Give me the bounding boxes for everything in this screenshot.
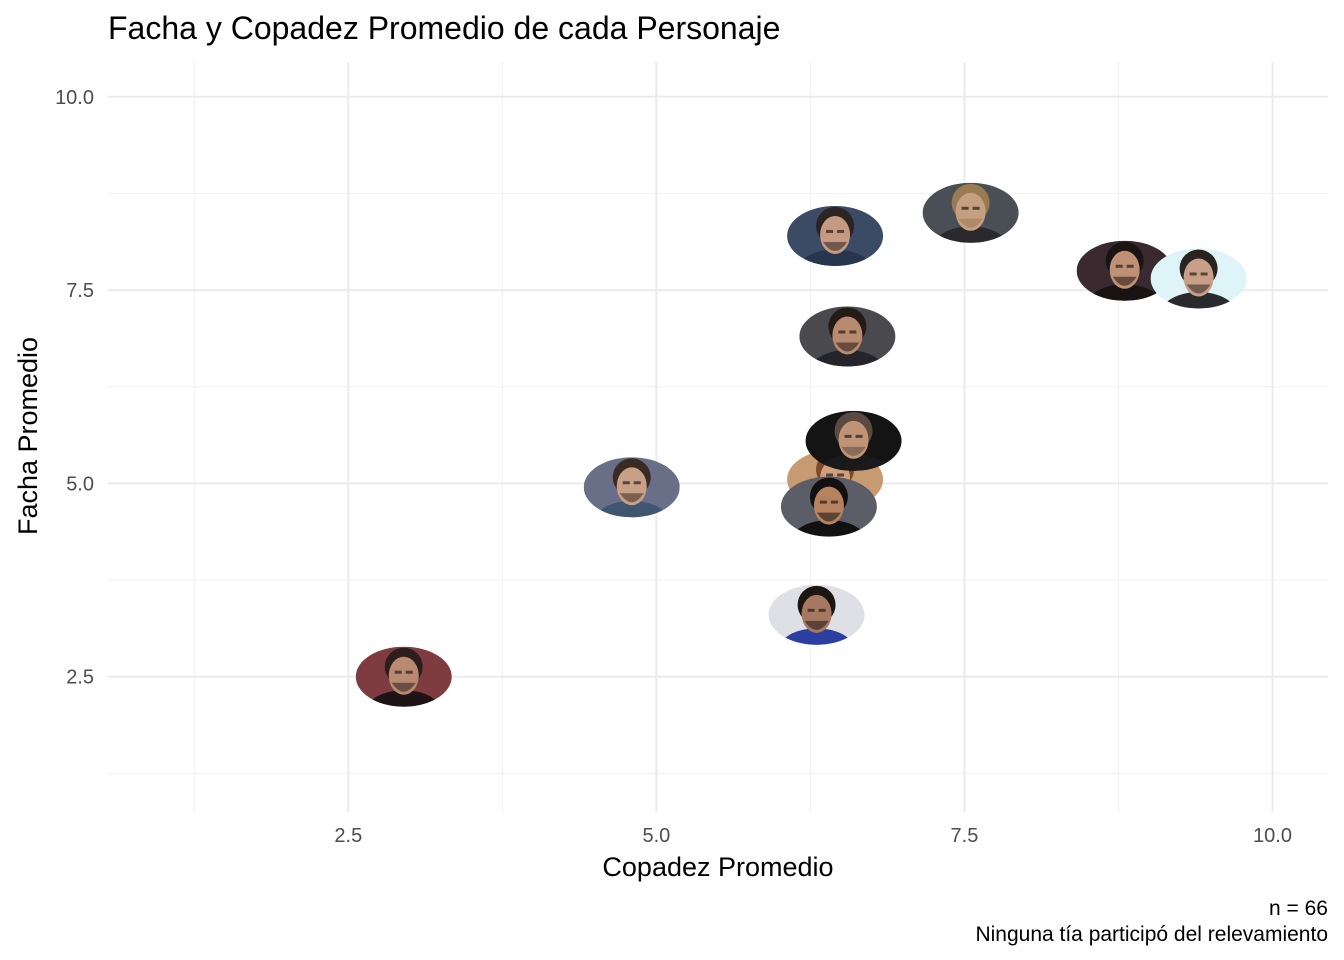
y-tick-label: 5.0 (66, 473, 94, 495)
data-point-portrait (768, 584, 865, 645)
portrait-shoulders (1160, 291, 1238, 309)
portrait-beard (816, 512, 841, 522)
data-point-portrait (583, 457, 680, 518)
x-tick-label: 5.0 (642, 825, 670, 847)
x-tick-label: 7.5 (951, 825, 979, 847)
portrait-eye-left (844, 434, 852, 438)
portrait-eye-left (622, 481, 630, 485)
x-axis-ticks: 2.5 5.0 7.5 10.0 (334, 825, 1292, 847)
portrait-shoulders (778, 628, 855, 645)
portrait-eye-right (855, 434, 863, 438)
data-point-portrait (780, 476, 877, 537)
y-tick-label: 7.5 (66, 280, 94, 302)
portrait-eye-left (838, 330, 846, 334)
portrait-beard (835, 342, 860, 352)
portrait-eye-right (1200, 272, 1208, 276)
chart-title: Facha y Copadez Promedio de cada Persona… (108, 10, 781, 46)
x-axis-title: Copadez Promedio (602, 852, 833, 882)
portrait-shoulders (1086, 284, 1164, 301)
portrait-beard (958, 218, 983, 228)
y-axis-ticks: 2.5 5.0 7.5 10.0 (55, 87, 94, 689)
data-point-portrait (1150, 248, 1247, 309)
portrait-beard (804, 620, 829, 630)
portrait-eye-left (826, 229, 834, 233)
portrait-eye-right (837, 473, 845, 477)
y-axis-title: Facha Promedio (13, 337, 43, 535)
data-point-portrait (805, 410, 902, 471)
data-point-portrait (355, 646, 452, 707)
portrait-eye-right (837, 229, 845, 233)
major-grid (108, 62, 1328, 812)
data-point-portrait (922, 182, 1019, 243)
caption-line-sample-size: n = 66 (1269, 897, 1328, 920)
portrait-eye-right (849, 330, 857, 334)
portrait-beard (1112, 276, 1137, 286)
y-tick-label: 10.0 (55, 87, 94, 109)
portrait-eye-left (807, 608, 815, 612)
x-tick-label: 2.5 (334, 825, 362, 847)
portrait-beard (619, 493, 644, 503)
data-point-portrait (787, 205, 884, 266)
portrait-eye-right (818, 608, 826, 612)
portrait-eye-right (1126, 264, 1134, 268)
portrait-beard (1186, 284, 1211, 294)
portrait-eye-left (1115, 264, 1123, 268)
data-point-portrait (799, 306, 896, 367)
portrait-eye-left (1189, 272, 1197, 276)
portrait-beard (823, 241, 848, 251)
portrait-eye-left (826, 473, 834, 477)
minor-grid (108, 62, 1328, 812)
portrait-shoulders (790, 520, 868, 537)
portrait-eye-right (405, 670, 413, 674)
caption-line-note: Ninguna tía participó del relevamiento (975, 923, 1328, 946)
x-tick-label: 10.0 (1253, 825, 1292, 847)
y-tick-label: 2.5 (66, 667, 94, 689)
portrait-eye-right (972, 206, 980, 210)
portrait-shoulders (593, 500, 671, 518)
portrait-shoulders (808, 349, 886, 367)
data-points (355, 182, 1247, 707)
portrait-shoulders (815, 454, 892, 471)
portrait-shoulders (796, 249, 874, 266)
portrait-eye-left (819, 500, 827, 504)
portrait-eye-left (961, 206, 969, 210)
portrait-beard (391, 682, 416, 692)
portrait-beard (841, 446, 866, 456)
portrait-shoulders (365, 690, 443, 707)
portrait-eye-right (633, 481, 641, 485)
caption: n = 66 Ninguna tía participó del relevam… (975, 896, 1328, 948)
portrait-eye-left (394, 670, 402, 674)
portrait-eye-right (830, 500, 838, 504)
portrait-shoulders (932, 226, 1010, 243)
